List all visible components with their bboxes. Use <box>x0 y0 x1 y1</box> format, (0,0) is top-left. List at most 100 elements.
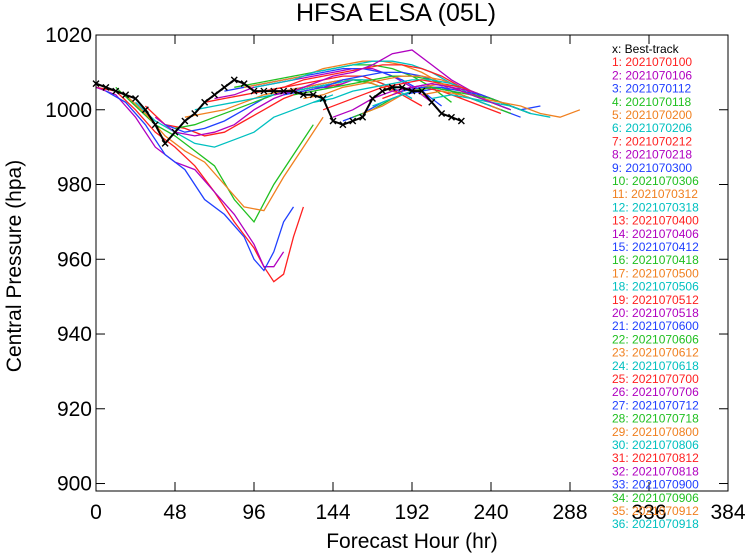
best-track-marker <box>378 87 386 95</box>
best-track-marker <box>132 95 139 103</box>
legend-entry: 10: 2021070306 <box>612 174 699 188</box>
legend-entry: 14: 2021070406 <box>612 227 699 241</box>
best-track-marker <box>329 117 337 125</box>
forecast-series-line <box>392 82 512 111</box>
best-track-marker <box>201 98 209 106</box>
best-track-marker <box>141 106 149 114</box>
best-track-marker <box>181 117 189 125</box>
legend-entry: 27: 2021070712 <box>612 398 699 412</box>
best-track-marker <box>299 91 307 99</box>
legend-entry: 24: 2021070618 <box>612 359 699 373</box>
plot-series <box>95 49 581 283</box>
best-track-marker <box>408 87 416 95</box>
y-tick-label: 960 <box>57 248 92 271</box>
x-tick-label: 192 <box>394 501 429 524</box>
best-track-marker <box>270 87 278 95</box>
x-axis-label: Forecast Hour (hr) <box>326 530 498 553</box>
legend-entry: 1: 2021070100 <box>612 55 692 69</box>
legend-entry: 20: 2021070518 <box>612 306 699 320</box>
best-track-marker <box>418 87 426 95</box>
legend-entry: 35: 2021070912 <box>612 504 699 518</box>
legend-entry: 2: 2021070106 <box>612 68 692 82</box>
y-axis-ticks: 900 920 940 960 980 1000 1020 <box>45 24 728 496</box>
best-track-marker <box>438 109 446 117</box>
y-tick-label: 980 <box>57 174 92 197</box>
best-track-marker <box>369 95 376 103</box>
legend-entry: 12: 2021070318 <box>612 200 699 214</box>
best-track-marker <box>428 98 436 106</box>
best-track-marker <box>339 121 347 129</box>
legend-entry: 30: 2021070806 <box>612 438 699 452</box>
y-tick-label: 940 <box>57 323 92 346</box>
best-track-marker <box>230 76 238 84</box>
legend-entry: 33: 2021070900 <box>612 478 699 492</box>
x-axis-ticks: 0 48 96 144 192 240 288 336 384 <box>90 35 745 524</box>
best-track-series <box>92 76 465 147</box>
forecast-series-line <box>115 86 314 224</box>
legend-entry: 25: 2021070700 <box>612 372 699 386</box>
best-track-marker <box>151 121 159 129</box>
legend-entry: 13: 2021070400 <box>612 214 699 228</box>
x-tick-label: 96 <box>242 501 265 524</box>
legend-entry: 23: 2021070612 <box>612 346 699 360</box>
best-track-marker <box>211 91 218 99</box>
forecast-series-line <box>431 94 492 107</box>
y-axis-label: Central Pressure (hpa) <box>3 160 26 372</box>
best-track-marker <box>359 113 367 121</box>
legend-entry: 31: 2021070812 <box>612 451 699 465</box>
legend-entry: 5: 2021070200 <box>612 108 692 122</box>
legend-entry: 22: 2021070606 <box>612 332 699 346</box>
legend-entry: 34: 2021070906 <box>612 491 699 505</box>
best-track-marker <box>171 128 179 136</box>
best-track-marker <box>122 91 130 99</box>
legend-entry: 28: 2021070718 <box>612 412 699 426</box>
legend-entry: 6: 2021070206 <box>612 121 692 135</box>
legend-entry: 7: 2021070212 <box>612 134 692 148</box>
y-tick-label: 1020 <box>45 24 92 47</box>
legend-entry: 11: 2021070312 <box>612 187 698 201</box>
best-track-marker <box>112 87 120 95</box>
legend-entry: 3: 2021070112 <box>612 82 692 96</box>
y-tick-label: 900 <box>57 473 92 496</box>
x-tick-label: 144 <box>315 501 350 524</box>
legend-entry: 4: 2021070118 <box>612 95 692 109</box>
x-tick-label: 288 <box>552 501 587 524</box>
legend-entry: 26: 2021070706 <box>612 385 699 399</box>
best-track-marker <box>388 83 396 91</box>
forecast-series-line <box>243 60 462 100</box>
forecast-series-line <box>95 86 305 283</box>
legend-entry: 9: 2021070300 <box>612 161 692 175</box>
forecast-series-line <box>125 94 324 212</box>
best-track-marker <box>349 117 357 125</box>
best-track-marker <box>398 83 406 91</box>
legend-entry: 21: 2021070600 <box>612 319 699 333</box>
x-tick-label: 0 <box>90 501 102 524</box>
forecast-series-line <box>135 94 334 148</box>
best-track-marker <box>240 80 248 88</box>
best-track-marker <box>191 109 199 117</box>
legend-entry: 16: 2021070418 <box>612 253 699 267</box>
forecast-series-line <box>154 79 354 137</box>
legend-entry: 19: 2021070512 <box>612 293 699 307</box>
forecast-series-line <box>105 90 295 272</box>
best-track-marker <box>260 87 268 95</box>
best-track-marker <box>290 87 297 95</box>
forecast-series-line <box>273 49 492 103</box>
legend-entry: 36: 2021070918 <box>612 517 699 531</box>
x-tick-label: 384 <box>710 501 745 524</box>
x-tick-label: 240 <box>473 501 508 524</box>
best-track-line <box>95 78 462 146</box>
legend-entry: 15: 2021070412 <box>612 240 699 254</box>
legend-entry: 18: 2021070506 <box>612 280 699 294</box>
best-track-marker <box>319 95 327 103</box>
legend-entry: 29: 2021070800 <box>612 425 699 439</box>
best-track-marker <box>102 83 110 91</box>
chart-title: HFSA ELSA (05L) <box>296 0 496 27</box>
best-track-marker <box>457 117 465 125</box>
legend-entry: 8: 2021070218 <box>612 148 692 162</box>
legend-entry: 17: 2021070500 <box>612 266 699 280</box>
x-tick-label: 336 <box>631 501 666 524</box>
best-track-marker <box>309 91 317 99</box>
